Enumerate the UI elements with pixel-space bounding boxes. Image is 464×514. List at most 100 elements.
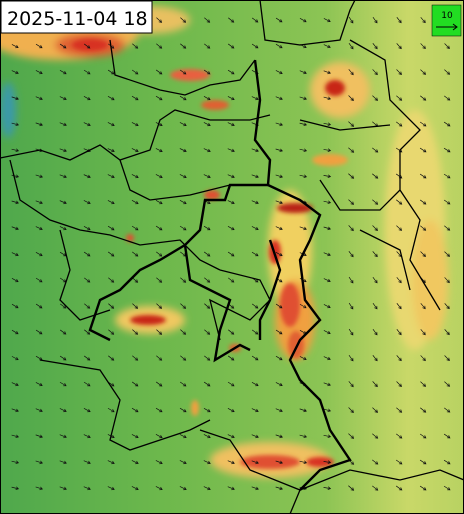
timestamp-box (0, 0, 153, 34)
wind-arrow (348, 276, 354, 284)
wind-arrow (227, 225, 235, 231)
wind-arrow (372, 251, 378, 258)
wind-arrow (131, 381, 139, 387)
wind-arrow (203, 69, 211, 75)
wind-arrow (275, 434, 283, 439)
wind-arrow (204, 17, 211, 23)
wind-arrow (251, 381, 259, 387)
legend-arrow (436, 23, 458, 31)
wind-arrow (11, 329, 19, 335)
wind-arrow (35, 96, 43, 101)
wind-arrow (107, 225, 115, 231)
wind-arrow (251, 303, 259, 309)
wind-arrow (348, 485, 355, 491)
wind-arrow (83, 69, 91, 75)
wind-arrow (35, 408, 43, 413)
wind-arrow (396, 69, 402, 75)
wind-arrow (203, 381, 211, 387)
wind-arrow (323, 278, 331, 283)
wind-arrow (444, 303, 450, 310)
wind-speed-peaks (72, 39, 348, 469)
wind-arrow (348, 225, 354, 232)
wind-arrow (35, 226, 43, 231)
wind-arrow (35, 329, 43, 335)
wind-arrow (419, 147, 427, 153)
wind-arrow (251, 460, 259, 465)
wind-arrow (83, 43, 91, 49)
wind-arrow (251, 329, 259, 335)
wind-arrow (299, 408, 307, 413)
wind-arrow (107, 460, 115, 465)
wind-arrow (59, 226, 67, 231)
wind-arrow (180, 303, 187, 309)
wind-arrow (299, 96, 307, 101)
wind-arrow (59, 486, 67, 491)
wind-arrow (323, 226, 332, 231)
wind-arrow (132, 329, 139, 335)
wind-arrow (348, 16, 354, 24)
wind-arrow (84, 277, 91, 283)
wind-arrow (419, 199, 427, 205)
wind-arrow (444, 381, 451, 387)
wind-arrow (35, 252, 43, 257)
wind-arrow (227, 408, 235, 413)
wind-arrow (59, 355, 67, 361)
wind-arrow (59, 148, 67, 153)
wind-arrow (131, 434, 139, 439)
wind-arrow (59, 174, 67, 179)
wind-arrow (323, 200, 332, 205)
wind-arrow (396, 381, 402, 387)
wind-arrow (323, 330, 331, 335)
wind-arrow (396, 329, 402, 336)
wind-arrow (35, 486, 43, 491)
wind-arrow (251, 226, 259, 231)
wind-arrow (108, 355, 115, 361)
wind-arrow (299, 356, 307, 361)
wind-arrow (83, 200, 91, 205)
wind-arrow (348, 433, 355, 439)
wind-arrow (35, 43, 43, 49)
wind-arrow (444, 407, 451, 413)
wind-arrow (227, 43, 235, 49)
wind-arrow (323, 148, 332, 152)
wind-arrow (156, 303, 163, 309)
wind-arrow (11, 148, 20, 153)
wind-arrow (131, 200, 139, 205)
wind-arrow (251, 200, 259, 205)
wind-arrow (83, 122, 91, 127)
wind-arrow (348, 121, 355, 127)
wind-arrow (59, 460, 67, 465)
wind-arrow (131, 148, 139, 153)
wind-arrow (35, 70, 43, 75)
wind-arrow (348, 302, 354, 310)
wind-arrow (203, 486, 211, 491)
wind-arrow (323, 252, 331, 257)
wind-arrow (179, 407, 187, 413)
wind-arrow (179, 434, 187, 439)
wind-arrow (156, 355, 163, 361)
wind-arrow (395, 433, 403, 439)
wind-arrow (323, 304, 331, 309)
wind-arrow (323, 434, 332, 439)
wind-arrow (59, 303, 67, 309)
wind-arrow (155, 225, 163, 231)
wind-arrow (180, 17, 187, 23)
wind-arrow (155, 407, 163, 413)
wind-arrow (275, 460, 284, 465)
wind-arrow (155, 381, 163, 387)
wind-arrow (35, 174, 43, 179)
wind-arrow (155, 460, 163, 465)
wind-arrow (420, 95, 427, 101)
wind-arrow (443, 147, 451, 153)
wind-arrow (179, 174, 187, 179)
wind-arrow (251, 174, 259, 179)
wind-arrow (132, 277, 139, 283)
wind-arrow (275, 486, 283, 491)
wind-arrow (420, 43, 426, 50)
wind-arrow (348, 147, 355, 153)
wind-arrow (228, 329, 235, 335)
wind-arrow (155, 434, 163, 439)
wind-arrow (204, 303, 211, 309)
wind-arrow (83, 251, 91, 257)
